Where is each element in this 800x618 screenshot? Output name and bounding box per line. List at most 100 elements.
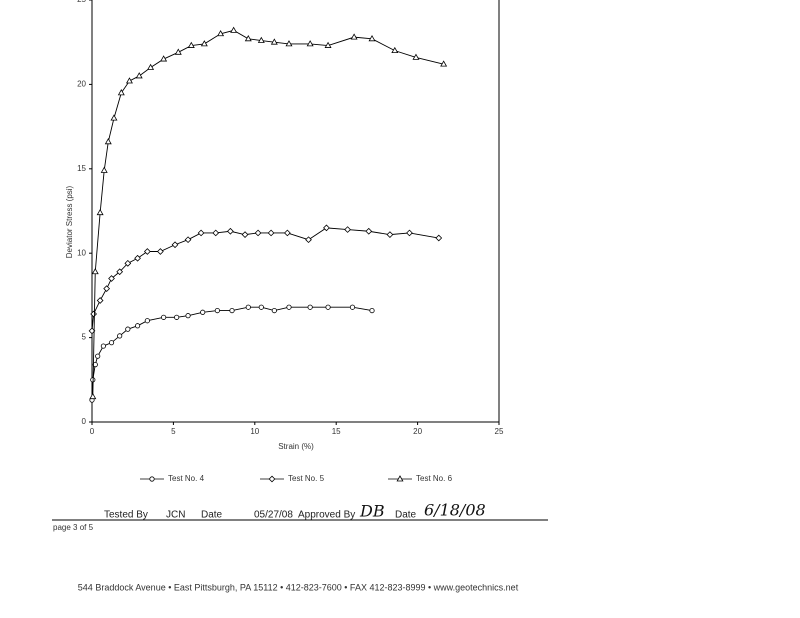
series-line — [91, 227, 439, 331]
x-tick-label: 15 — [332, 427, 341, 436]
marker — [89, 392, 97, 400]
marker — [412, 53, 420, 60]
marker — [144, 318, 150, 324]
marker — [271, 307, 277, 314]
marker — [171, 241, 179, 249]
marker — [90, 310, 97, 318]
x-tick-label: 20 — [413, 427, 422, 436]
marker — [125, 326, 131, 332]
marker — [157, 248, 164, 255]
y-axis-label: Deviator Stress (psi) — [65, 185, 74, 258]
marker — [187, 41, 195, 48]
marker — [365, 227, 373, 235]
marker — [95, 353, 101, 359]
marker — [185, 313, 191, 319]
page-number: page 3 of 5 — [53, 523, 94, 532]
marker — [134, 323, 141, 329]
series-line — [92, 29, 444, 397]
marker — [117, 333, 123, 339]
marker — [125, 77, 133, 84]
marker — [116, 268, 124, 276]
marker — [174, 314, 180, 320]
marker — [307, 304, 313, 310]
marker — [349, 304, 356, 310]
marker — [134, 254, 141, 262]
marker — [230, 26, 238, 33]
legend-label: Test No. 4 — [168, 474, 205, 483]
marker — [135, 72, 143, 79]
x-axis-label: Strain (%) — [278, 442, 314, 451]
marker — [197, 229, 205, 237]
marker — [103, 285, 111, 293]
marker — [350, 33, 358, 40]
x-tick-label: 5 — [171, 427, 176, 436]
legend-label: Test No. 6 — [416, 474, 453, 483]
marker — [285, 40, 293, 47]
marker — [241, 231, 249, 238]
marker — [147, 63, 155, 70]
date: 05/27/08 — [254, 510, 293, 521]
marker — [245, 304, 251, 310]
marker — [124, 259, 132, 267]
marker — [368, 35, 376, 42]
marker — [229, 307, 235, 314]
marker — [270, 38, 278, 45]
marker — [184, 236, 192, 244]
legend-label: Test No. 5 — [288, 474, 325, 483]
footer: 544 Braddock Avenue • East Pittsburgh, P… — [78, 582, 519, 592]
approved-by: DB — [359, 502, 385, 521]
marker — [254, 229, 262, 237]
y-tick-label: 15 — [77, 164, 86, 173]
marker — [110, 114, 118, 121]
marker — [108, 275, 115, 282]
approved-date-label: Date — [395, 510, 417, 521]
marker — [160, 55, 168, 62]
marker — [323, 224, 330, 232]
marker — [217, 29, 225, 37]
x-tick-label: 10 — [250, 427, 259, 436]
marker — [96, 208, 104, 216]
y-tick-label: 0 — [82, 417, 87, 426]
marker — [257, 36, 265, 43]
marker — [369, 307, 375, 314]
tested-by-label: Tested By — [104, 510, 148, 521]
legend-marker — [268, 475, 276, 483]
marker — [391, 46, 399, 54]
marker — [117, 89, 125, 96]
legend-marker — [149, 476, 155, 482]
marker — [100, 343, 106, 349]
marker — [200, 309, 206, 315]
marker — [435, 234, 443, 242]
marker — [200, 40, 208, 47]
date-label: Date — [201, 510, 223, 521]
marker — [306, 40, 314, 47]
series-line — [91, 306, 373, 401]
marker — [161, 314, 167, 320]
approved-by-label: Approved By — [298, 510, 355, 521]
tested-by: JCN — [166, 510, 185, 521]
marker — [244, 35, 252, 42]
approved-date: 6/18/08 — [424, 501, 486, 520]
marker — [212, 229, 220, 237]
marker — [324, 41, 332, 48]
marker — [227, 227, 234, 235]
x-tick-label: 0 — [90, 427, 95, 436]
marker — [386, 231, 394, 238]
marker — [96, 297, 104, 304]
y-tick-label: 5 — [82, 333, 87, 342]
y-tick-label: 20 — [77, 80, 86, 89]
marker — [406, 229, 413, 237]
y-tick-label: 25 — [77, 0, 86, 4]
x-tick-label: 25 — [495, 427, 504, 436]
marker — [325, 304, 331, 310]
marker — [100, 166, 108, 173]
marker — [286, 304, 292, 310]
marker — [305, 236, 312, 244]
marker — [440, 60, 448, 67]
marker — [174, 48, 182, 55]
marker — [283, 229, 291, 237]
marker — [267, 229, 275, 237]
marker — [91, 267, 99, 275]
marker — [344, 226, 351, 233]
